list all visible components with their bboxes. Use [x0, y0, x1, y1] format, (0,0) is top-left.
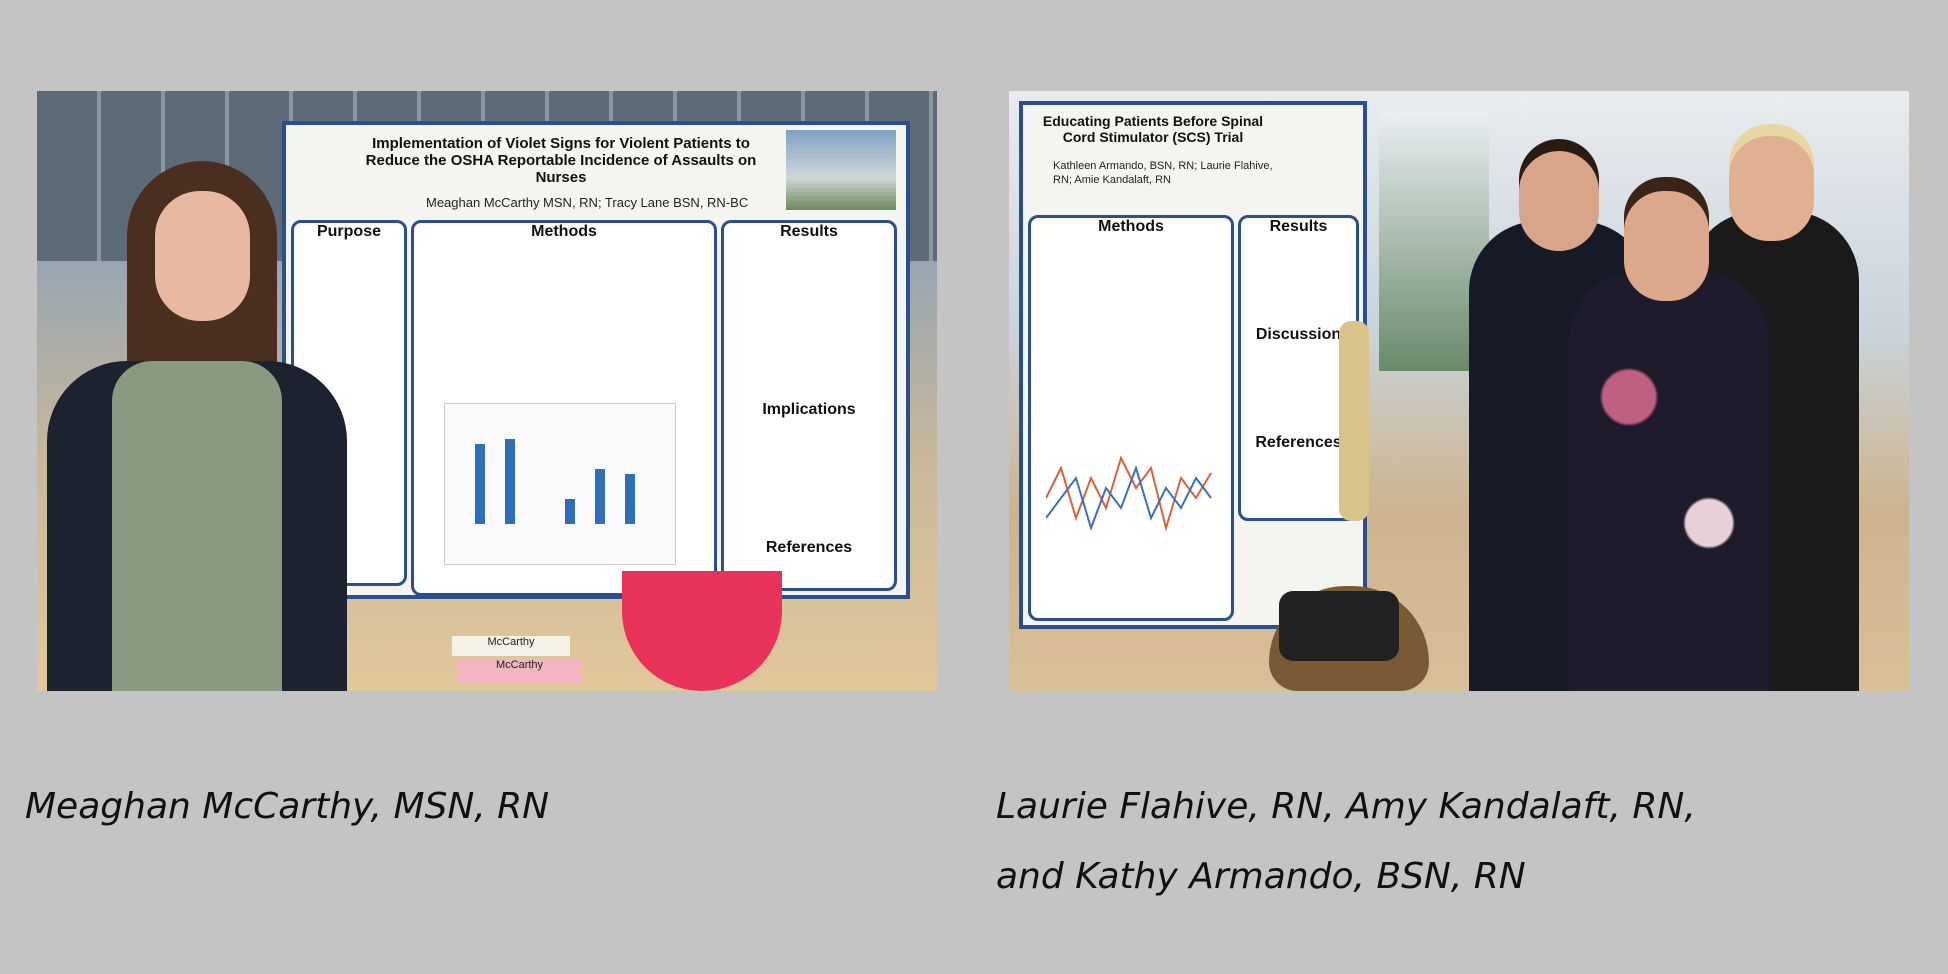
black-case	[1279, 591, 1399, 661]
section-references: References	[1255, 434, 1342, 451]
poster-title: Educating Patients Before Spinal Cord St…	[1042, 113, 1264, 145]
section-methods: Methods	[531, 223, 597, 240]
spine-model	[1339, 321, 1369, 521]
photo-mccarthy-poster: Implementation of Violet Signs for Viole…	[37, 91, 937, 691]
poster-title: Implementation of Violet Signs for Viole…	[365, 135, 757, 186]
section-results: Results	[1269, 218, 1328, 235]
poster-authors: Kathleen Armando, BSN, RN; Laurie Flahiv…	[1053, 160, 1273, 186]
poster: Implementation of Violet Signs for Viole…	[282, 121, 910, 599]
person-mccarthy	[47, 161, 347, 691]
name-card: McCarthy	[452, 636, 570, 656]
name-card: McCarthy	[457, 659, 582, 683]
section-discussion: Discussion	[1255, 326, 1342, 343]
candy-bowl	[622, 571, 782, 691]
poster: Educating Patients Before Spinal Cord St…	[1019, 101, 1367, 629]
caption-left: Meaghan McCarthy, MSN, RN	[25, 786, 550, 827]
three-people	[1449, 131, 1909, 691]
building-photo	[786, 130, 896, 210]
line-chart-figure	[1046, 455, 1212, 532]
caption-right-line2: and Kathy Armando, BSN, RN	[996, 856, 1526, 897]
section-results: Results	[780, 223, 838, 240]
section-references: References	[765, 539, 853, 556]
section-methods: Methods	[1098, 218, 1164, 235]
poster-authors: Meaghan McCarthy MSN, RN; Tracy Lane BSN…	[426, 195, 749, 210]
section-implications: Implications	[762, 401, 856, 418]
section-purpose: Purpose	[316, 223, 381, 240]
caption-right-line1: Laurie Flahive, RN, Amy Kandalaft, RN,	[996, 786, 1696, 827]
bar-chart-figure	[444, 403, 676, 565]
photo-scs-poster: Educating Patients Before Spinal Cord St…	[1009, 91, 1909, 691]
